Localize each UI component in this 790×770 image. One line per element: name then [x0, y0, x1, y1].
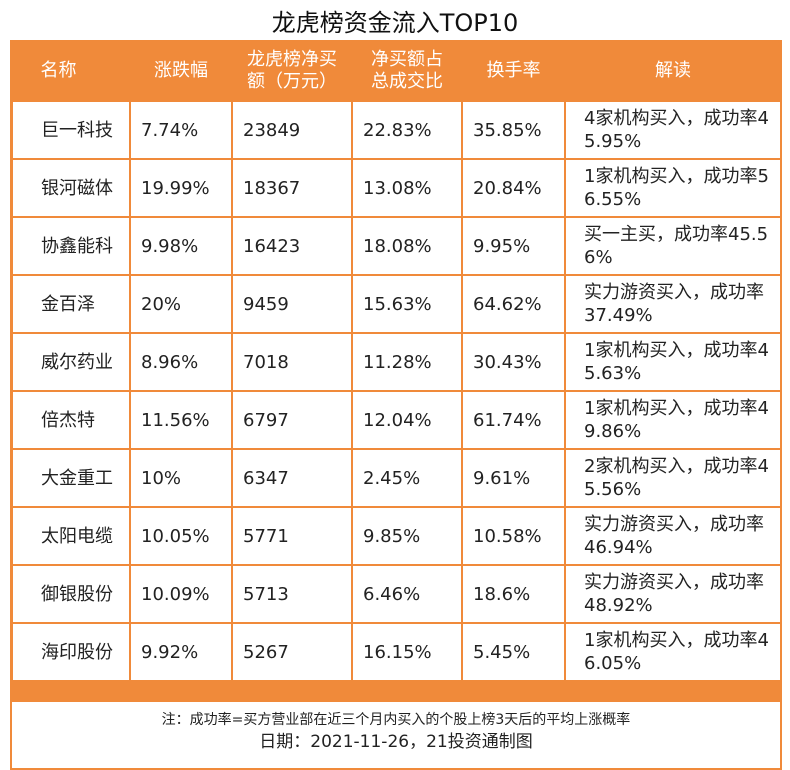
header-turnover: 换手率: [461, 41, 566, 102]
fund-inflow-table: 名称 涨跌幅 龙虎榜净买 额（万元） 净买额占 总成交比 换手率 解读 巨一科技…: [11, 41, 782, 682]
stock-name: 太阳电缆: [11, 506, 131, 566]
net-buy-cell: 23849: [231, 100, 353, 160]
footnote: 注：成功率=买方营业部在近三个月内买入的个股上榜3天后的平均上涨概率: [161, 712, 631, 728]
header-ratio-line2: 总成交比: [371, 71, 443, 92]
net-buy-cell: 5771: [231, 506, 353, 566]
ratio-cell: 18.08%: [351, 216, 463, 276]
table-row: 海印股份 9.92% 5267 16.15% 5.45% 1家机构买入，成功率4…: [11, 622, 782, 682]
stock-name: 协鑫能科: [11, 216, 131, 276]
change-cell: 8.96%: [129, 332, 233, 392]
stock-name: 银河磁体: [11, 158, 131, 218]
ratio-cell: 2.45%: [351, 448, 463, 508]
change-cell: 19.99%: [129, 158, 233, 218]
interpretation-cell: 实力游资买入，成功率48.92%: [564, 564, 782, 624]
stock-name: 巨一科技: [11, 100, 131, 160]
interpretation-cell: 1家机构买入，成功率46.05%: [564, 622, 782, 682]
net-buy-cell: 6797: [231, 390, 353, 450]
net-buy-cell: 7018: [231, 332, 353, 392]
table-row: 协鑫能科 9.98% 16423 18.08% 9.95% 买一主买，成功率45…: [11, 216, 782, 276]
stock-name: 御银股份: [11, 564, 131, 624]
ratio-cell: 6.46%: [351, 564, 463, 624]
change-cell: 10%: [129, 448, 233, 508]
footer: 注：成功率=买方营业部在近三个月内买入的个股上榜3天后的平均上涨概率 日期：20…: [12, 702, 780, 768]
ratio-cell: 15.63%: [351, 274, 463, 334]
change-cell: 9.92%: [129, 622, 233, 682]
ratio-cell: 11.28%: [351, 332, 463, 392]
header-change: 涨跌幅: [129, 41, 233, 102]
change-cell: 20%: [129, 274, 233, 334]
turnover-cell: 30.43%: [461, 332, 566, 392]
turnover-cell: 5.45%: [461, 622, 566, 682]
turnover-cell: 61.74%: [461, 390, 566, 450]
page-title: 龙虎榜资金流入TOP10: [271, 9, 519, 37]
interpretation-cell: 实力游资买入，成功率46.94%: [564, 506, 782, 566]
net-buy-cell: 6347: [231, 448, 353, 508]
header-ratio-line1: 净买额占: [371, 49, 443, 70]
interpretation-cell: 实力游资买入，成功率37.49%: [564, 274, 782, 334]
header-net-buy-line2: 额（万元）: [247, 71, 337, 92]
turnover-cell: 10.58%: [461, 506, 566, 566]
change-cell: 11.56%: [129, 390, 233, 450]
table-row: 巨一科技 7.74% 23849 22.83% 35.85% 4家机构买入，成功…: [11, 100, 782, 160]
stock-name: 大金重工: [11, 448, 131, 508]
stock-name: 海印股份: [11, 622, 131, 682]
turnover-cell: 18.6%: [461, 564, 566, 624]
table-row: 太阳电缆 10.05% 5771 9.85% 10.58% 实力游资买入，成功率…: [11, 506, 782, 566]
table-row: 御银股份 10.09% 5713 6.46% 18.6% 实力游资买入，成功率4…: [11, 564, 782, 624]
interpretation-cell: 1家机构买入，成功率56.55%: [564, 158, 782, 218]
turnover-cell: 9.61%: [461, 448, 566, 508]
interpretation-cell: 4家机构买入，成功率45.95%: [564, 100, 782, 160]
table-row: 倍杰特 11.56% 6797 12.04% 61.74% 1家机构买入，成功率…: [11, 390, 782, 450]
header-interpretation: 解读: [564, 41, 782, 102]
change-cell: 7.74%: [129, 100, 233, 160]
ratio-cell: 22.83%: [351, 100, 463, 160]
header-net-buy-line1: 龙虎榜净买: [247, 49, 337, 70]
table-row: 大金重工 10% 6347 2.45% 9.61% 2家机构买入，成功率45.5…: [11, 448, 782, 508]
stock-name: 金百泽: [11, 274, 131, 334]
interpretation-cell: 买一主买，成功率45.56%: [564, 216, 782, 276]
table-row: 金百泽 20% 9459 15.63% 64.62% 实力游资买入，成功率37.…: [11, 274, 782, 334]
net-buy-cell: 5713: [231, 564, 353, 624]
table-row: 银河磁体 19.99% 18367 13.08% 20.84% 1家机构买入，成…: [11, 158, 782, 218]
table-row: 威尔药业 8.96% 7018 11.28% 30.43% 1家机构买入，成功率…: [11, 332, 782, 392]
table-header-row: 名称 涨跌幅 龙虎榜净买 额（万元） 净买额占 总成交比 换手率 解读: [11, 41, 782, 102]
interpretation-cell: 2家机构买入，成功率45.56%: [564, 448, 782, 508]
net-buy-cell: 18367: [231, 158, 353, 218]
ratio-cell: 9.85%: [351, 506, 463, 566]
net-buy-cell: 9459: [231, 274, 353, 334]
header-name: 名称: [11, 41, 131, 102]
interpretation-cell: 1家机构买入，成功率45.63%: [564, 332, 782, 392]
turnover-cell: 64.62%: [461, 274, 566, 334]
ratio-cell: 16.15%: [351, 622, 463, 682]
change-cell: 10.05%: [129, 506, 233, 566]
header-ratio: 净买额占 总成交比: [351, 41, 463, 102]
turnover-cell: 20.84%: [461, 158, 566, 218]
interpretation-cell: 1家机构买入，成功率49.86%: [564, 390, 782, 450]
stock-name: 倍杰特: [11, 390, 131, 450]
turnover-cell: 35.85%: [461, 100, 566, 160]
change-cell: 10.09%: [129, 564, 233, 624]
stock-name: 威尔药业: [11, 332, 131, 392]
change-cell: 9.98%: [129, 216, 233, 276]
header-net-buy: 龙虎榜净买 额（万元）: [231, 41, 353, 102]
turnover-cell: 9.95%: [461, 216, 566, 276]
ratio-cell: 12.04%: [351, 390, 463, 450]
net-buy-cell: 16423: [231, 216, 353, 276]
net-buy-cell: 5267: [231, 622, 353, 682]
ratio-cell: 13.08%: [351, 158, 463, 218]
date-line: 日期：2021-11-26，21投资通制图: [259, 732, 533, 752]
